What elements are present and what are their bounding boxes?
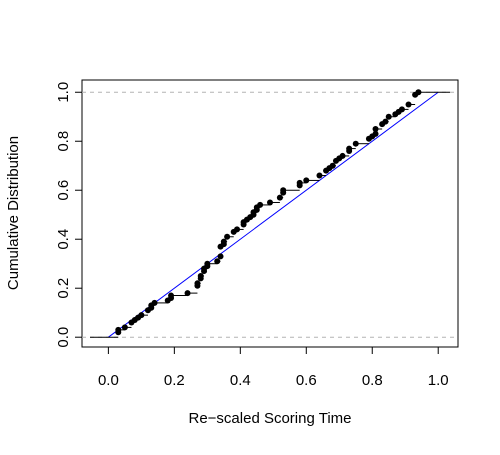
x-tick-label: 0.8 — [362, 372, 383, 389]
ecdf-point — [214, 258, 221, 265]
x-tick-label: 0.4 — [230, 372, 251, 389]
ecdf-point — [352, 140, 359, 147]
y-tick-label: 0.0 — [55, 327, 72, 348]
ecdf-point — [184, 290, 191, 297]
y-axis-label: Cumulative Distribution — [5, 136, 22, 290]
ecdf-point — [405, 101, 412, 108]
y-tick-label: 0.6 — [55, 180, 72, 201]
ecdf-point — [217, 253, 224, 260]
ecdf-point — [267, 199, 273, 206]
plot-frame — [81, 79, 459, 348]
ecdf-point — [204, 260, 211, 267]
ecdf-point — [372, 125, 379, 132]
ecdf-point — [398, 106, 405, 113]
ecdf-point — [234, 226, 241, 233]
ecdf-point — [220, 238, 227, 245]
ecdf-point — [329, 162, 336, 169]
ecdf-point — [316, 172, 323, 179]
ecdf-point — [303, 177, 310, 184]
reference-line — [108, 91, 439, 338]
x-tick-label: 0.0 — [98, 372, 119, 389]
x-tick-label: 1.0 — [428, 372, 449, 389]
ecdf-point — [151, 299, 158, 306]
ecdf-point — [339, 152, 346, 159]
x-tick-label: 0.6 — [296, 372, 317, 389]
ecdf-point — [115, 326, 122, 333]
ecdf-point — [121, 324, 128, 331]
ecdf-point — [382, 118, 389, 125]
y-tick-label: 1.0 — [55, 82, 72, 103]
ecdf-point — [257, 201, 264, 208]
ecdf-point — [276, 194, 283, 201]
ecdf-point — [346, 145, 353, 152]
ecdf-point — [194, 280, 201, 287]
ecdf-point — [415, 89, 422, 96]
ecdf-point — [138, 312, 145, 319]
ecdf-point — [168, 292, 175, 299]
x-tick-label: 0.2 — [164, 372, 185, 389]
ecdf-point — [280, 187, 287, 194]
ecdf-point — [296, 179, 303, 186]
y-tick-label: 0.2 — [55, 278, 72, 299]
ecdf-point — [385, 113, 392, 120]
y-tick-label: 0.4 — [55, 229, 72, 250]
ecdf-point — [224, 233, 231, 240]
ecdf-point — [197, 272, 204, 279]
ecdf-point — [372, 130, 379, 137]
y-tick-label: 0.8 — [55, 131, 72, 152]
x-axis-label: Re−scaled Scoring Time — [189, 410, 352, 427]
